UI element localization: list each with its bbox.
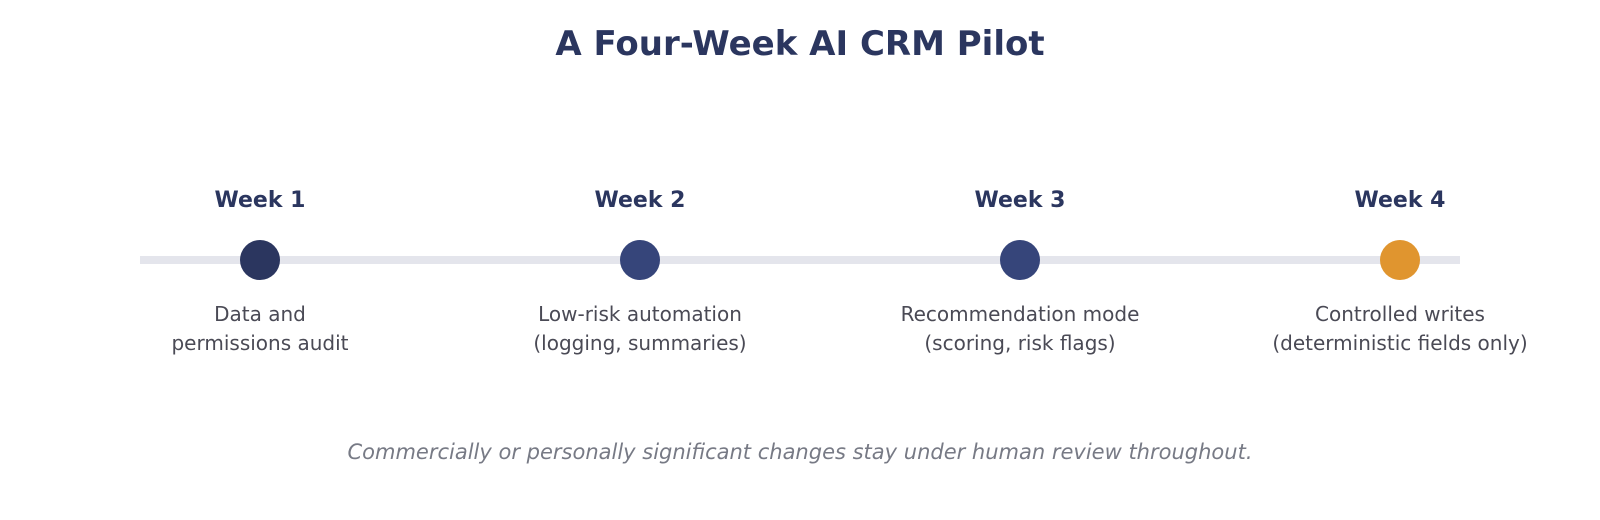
milestone-description-line: Controlled writes	[1315, 302, 1485, 326]
footnote: Commercially or personally significant c…	[347, 440, 1253, 464]
milestone-description-line: permissions audit	[171, 331, 349, 355]
milestone-description: Controlled writes (deterministic fields …	[1220, 300, 1580, 358]
milestone-label: Week 3	[974, 188, 1066, 213]
milestone-label: Week 1	[214, 188, 306, 213]
milestone-week-2: Week 2 Low-risk automation (logging, sum…	[460, 0, 820, 520]
milestone-label: Week 2	[594, 188, 686, 213]
milestone-dot	[1000, 240, 1040, 280]
page-title: A Four-Week AI CRM Pilot	[555, 24, 1045, 64]
milestone-label: Week 4	[1354, 188, 1446, 213]
milestone-description-line: Low-risk automation	[538, 302, 742, 326]
timeline-track	[140, 256, 1460, 264]
milestone-week-1: Week 1 Data and permissions audit	[80, 0, 440, 520]
milestone-dot	[1380, 240, 1420, 280]
milestone-description: Data and permissions audit	[80, 300, 440, 358]
milestone-description-line: Recommendation mode	[900, 302, 1140, 326]
milestone-dot	[240, 240, 280, 280]
milestone-description-line: (scoring, risk flags)	[924, 331, 1116, 355]
milestone-description: Low-risk automation (logging, summaries)	[460, 300, 820, 358]
milestone-description: Recommendation mode (scoring, risk flags…	[840, 300, 1200, 358]
milestone-description-line: (deterministic fields only)	[1272, 331, 1528, 355]
milestone-week-4: Week 4 Controlled writes (deterministic …	[1220, 0, 1580, 520]
milestone-dot	[620, 240, 660, 280]
milestone-description-line: (logging, summaries)	[533, 331, 747, 355]
milestone-description-line: Data and	[214, 302, 306, 326]
milestone-week-3: Week 3 Recommendation mode (scoring, ris…	[840, 0, 1200, 520]
